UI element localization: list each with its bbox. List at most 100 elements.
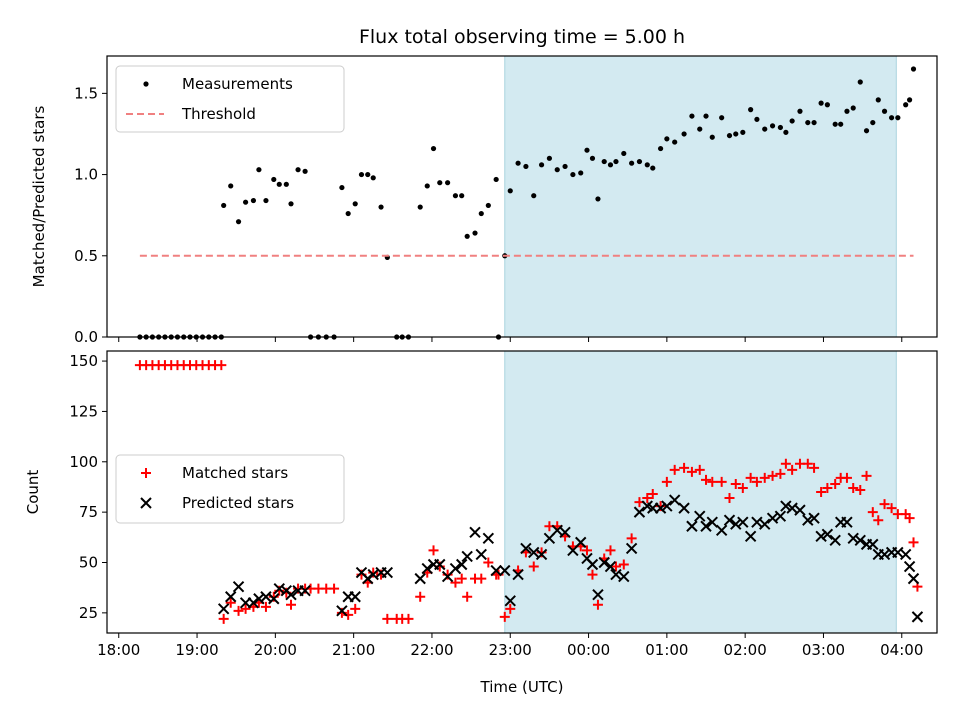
predicted-star-point [575, 536, 587, 549]
top-y-tick-label: 1.5 [74, 84, 98, 102]
matched-star-point [780, 458, 791, 469]
measurement-point [263, 197, 269, 204]
matched-star-point [904, 513, 915, 524]
matched-star-point [701, 474, 712, 485]
matched-star-point [336, 607, 347, 618]
measurement-point [417, 204, 423, 210]
measurement-point [719, 115, 725, 121]
measurement-point [740, 129, 746, 135]
measurement-point [903, 102, 909, 108]
measurement-point [445, 180, 451, 186]
matched-star-point [647, 489, 658, 500]
matched-star-point [724, 493, 735, 504]
top-panel: 0.0 0.5 1.0 1.5 Matched/Predicted stars Measu… [30, 55, 938, 346]
predicted-star-point [723, 514, 736, 526]
bottom-legend-box [115, 454, 345, 524]
predicted-star-point [253, 593, 265, 605]
measurement-point [478, 210, 484, 217]
measurement-point [538, 162, 545, 168]
measurement-point [464, 233, 470, 239]
measurement-point [672, 139, 678, 145]
predicted-star-point [456, 558, 468, 571]
measurement-point [857, 79, 863, 85]
measurement-point [358, 171, 365, 178]
matched-star-point [528, 561, 539, 572]
predicted-star-point [867, 538, 879, 551]
measurement-point [276, 181, 282, 187]
predicted-star-point [737, 516, 749, 528]
x-tick-label: 01:00 [645, 641, 688, 659]
measurement-point [472, 230, 478, 236]
predicted-star-point [362, 572, 374, 585]
matched-star-point [462, 591, 473, 602]
matched-star-point [350, 603, 361, 614]
measurement-point [283, 181, 289, 187]
matched-star-point [841, 472, 852, 483]
predicted-star-point [841, 516, 853, 528]
measurement-point [589, 155, 596, 161]
measurement-point [818, 100, 824, 106]
predicted-star-point [449, 562, 462, 575]
measurement-point [910, 66, 917, 72]
predicted-star-point [490, 564, 502, 577]
bottom-panel: 18:00 19:00 20:00 21:00 22:00 23:00 00:00 01:00… [24, 350, 938, 659]
matched-star-point [669, 464, 680, 475]
matched-star-point [218, 613, 229, 624]
predicted-star-point [512, 568, 524, 581]
matched-star-point [587, 569, 598, 580]
measurement-point [754, 116, 760, 122]
matched-star-point [442, 569, 453, 580]
matched-star-point [745, 472, 756, 483]
predicted-star-point [618, 570, 630, 583]
legend-cross-swatch [140, 497, 152, 509]
matched-star-point [626, 533, 637, 544]
matched-star-point [886, 503, 897, 514]
predicted-star-point [381, 566, 394, 579]
matched-star-point [225, 597, 236, 608]
measurement-point [607, 162, 614, 168]
predicted-star-point [668, 494, 681, 506]
matched-star-point [707, 476, 718, 487]
predicted-star-point [744, 530, 757, 543]
measurement-point [515, 160, 521, 166]
legend-entry-label: Threshold [181, 105, 256, 123]
x-tick-label: 04:00 [880, 641, 923, 659]
matched-star-point [216, 360, 227, 371]
predicted-star-point [821, 528, 834, 541]
predicted-star-point [625, 542, 638, 555]
matched-star-point [679, 462, 690, 473]
x-tick-label: 21:00 [332, 641, 375, 659]
legend-plus-swatch [141, 468, 151, 478]
bottom-highlight-span [504, 350, 897, 634]
measurement-point [613, 158, 619, 165]
predicted-star-point [854, 534, 866, 547]
matched-star-point [642, 493, 653, 504]
predicted-star-point [285, 589, 297, 601]
bottom-y-tick-label: 75 [79, 503, 98, 521]
measurement-point [881, 108, 888, 114]
measurement-point [697, 126, 703, 132]
predicted-star-point [715, 524, 728, 536]
measurement-point [824, 102, 830, 108]
measurement-point [811, 119, 817, 126]
predicted-star-point [273, 582, 285, 595]
predicted-star-point [469, 526, 481, 538]
measurement-point [531, 193, 537, 199]
matched-star-point [240, 603, 251, 614]
predicted-star-point [878, 548, 891, 561]
predicted-star-point [780, 500, 792, 512]
measurement-point [906, 97, 913, 103]
matched-star-point [428, 545, 439, 556]
predicted-star-point [730, 518, 742, 530]
x-tick-label: 00:00 [567, 641, 610, 659]
measurement-point [870, 119, 876, 126]
matched-star-point [879, 499, 890, 510]
predicted-star-point [759, 518, 771, 530]
top-y-axis-label: Matched/Predicted stars [30, 106, 48, 288]
predicted-star-point [700, 520, 712, 532]
matched-star-point [483, 557, 494, 568]
x-tick-label: 19:00 [175, 641, 218, 659]
top-highlight-span [504, 55, 897, 338]
measurement-point [875, 97, 881, 103]
measurement-point [657, 145, 664, 152]
